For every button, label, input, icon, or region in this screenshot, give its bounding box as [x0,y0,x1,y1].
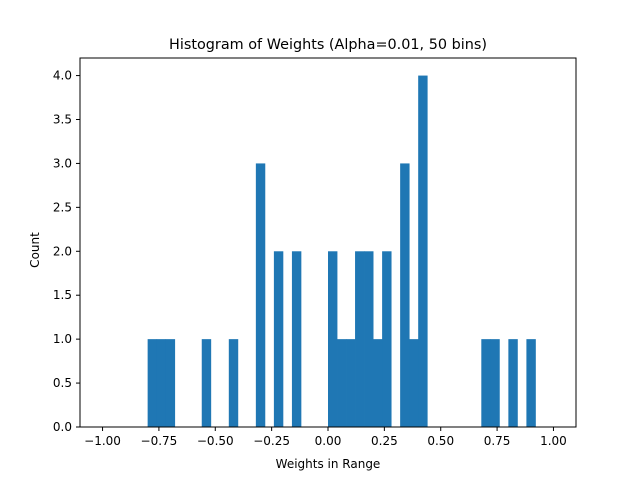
plot-frame [79,57,577,428]
x-tick-label: 0.75 [484,434,511,448]
y-tick-label: 4.0 [53,69,72,83]
y-tick-label: 0.0 [53,420,72,434]
histogram-bar [409,339,419,427]
histogram-bar [337,339,347,427]
histogram-bar [346,339,356,427]
histogram-bar [490,339,500,427]
y-tick-label: 2.5 [53,200,72,214]
y-tick-label: 2.0 [53,244,72,258]
y-tick-label: 1.5 [53,288,72,302]
x-tick-label: −0.75 [141,434,178,448]
histogram-bar [526,339,536,427]
histogram-bar [156,339,167,427]
histogram-bar [328,251,338,427]
x-axis-ticks: −1.00 −0.75 −0.50 −0.25 0.00 0.25 0.50 0.75 1.00 [84,427,567,448]
y-axis-label: Count [28,232,42,268]
y-tick-label: 3.5 [53,113,72,127]
x-tick-label: −0.25 [253,434,290,448]
x-tick-label: −0.50 [197,434,234,448]
x-axis-label: Weights in Range [276,457,381,471]
y-tick-label: 3.0 [53,156,72,170]
y-tick-label: 0.5 [53,376,72,390]
histogram-bar [400,163,410,427]
y-axis-ticks: 0.0 0.5 1.0 1.5 2.0 2.5 3.0 3.5 4.0 [53,69,80,434]
histogram-bar [364,251,374,427]
histogram-bar [201,339,212,427]
bars-layer [147,75,536,428]
histogram-bar [373,339,383,427]
histogram-bar [147,339,158,427]
x-tick-label: 0.00 [315,434,342,448]
chart-title: Histogram of Weights (Alpha=0.01, 50 bin… [169,37,487,53]
x-tick-label: −1.00 [84,434,121,448]
histogram-bar [355,251,365,427]
histogram-bar [382,251,392,427]
y-tick-label: 1.0 [53,332,72,346]
histogram-bar [481,339,491,427]
histogram-bar [255,163,266,427]
x-tick-label: 1.00 [540,434,567,448]
x-tick-label: 0.50 [427,434,454,448]
histogram-bar [508,339,518,427]
histogram-bar [228,339,239,427]
histogram-bar [165,339,176,427]
x-tick-label: 0.25 [371,434,398,448]
histogram-bar [291,251,302,427]
histogram-bar [418,75,428,428]
histogram-bar [273,251,284,427]
